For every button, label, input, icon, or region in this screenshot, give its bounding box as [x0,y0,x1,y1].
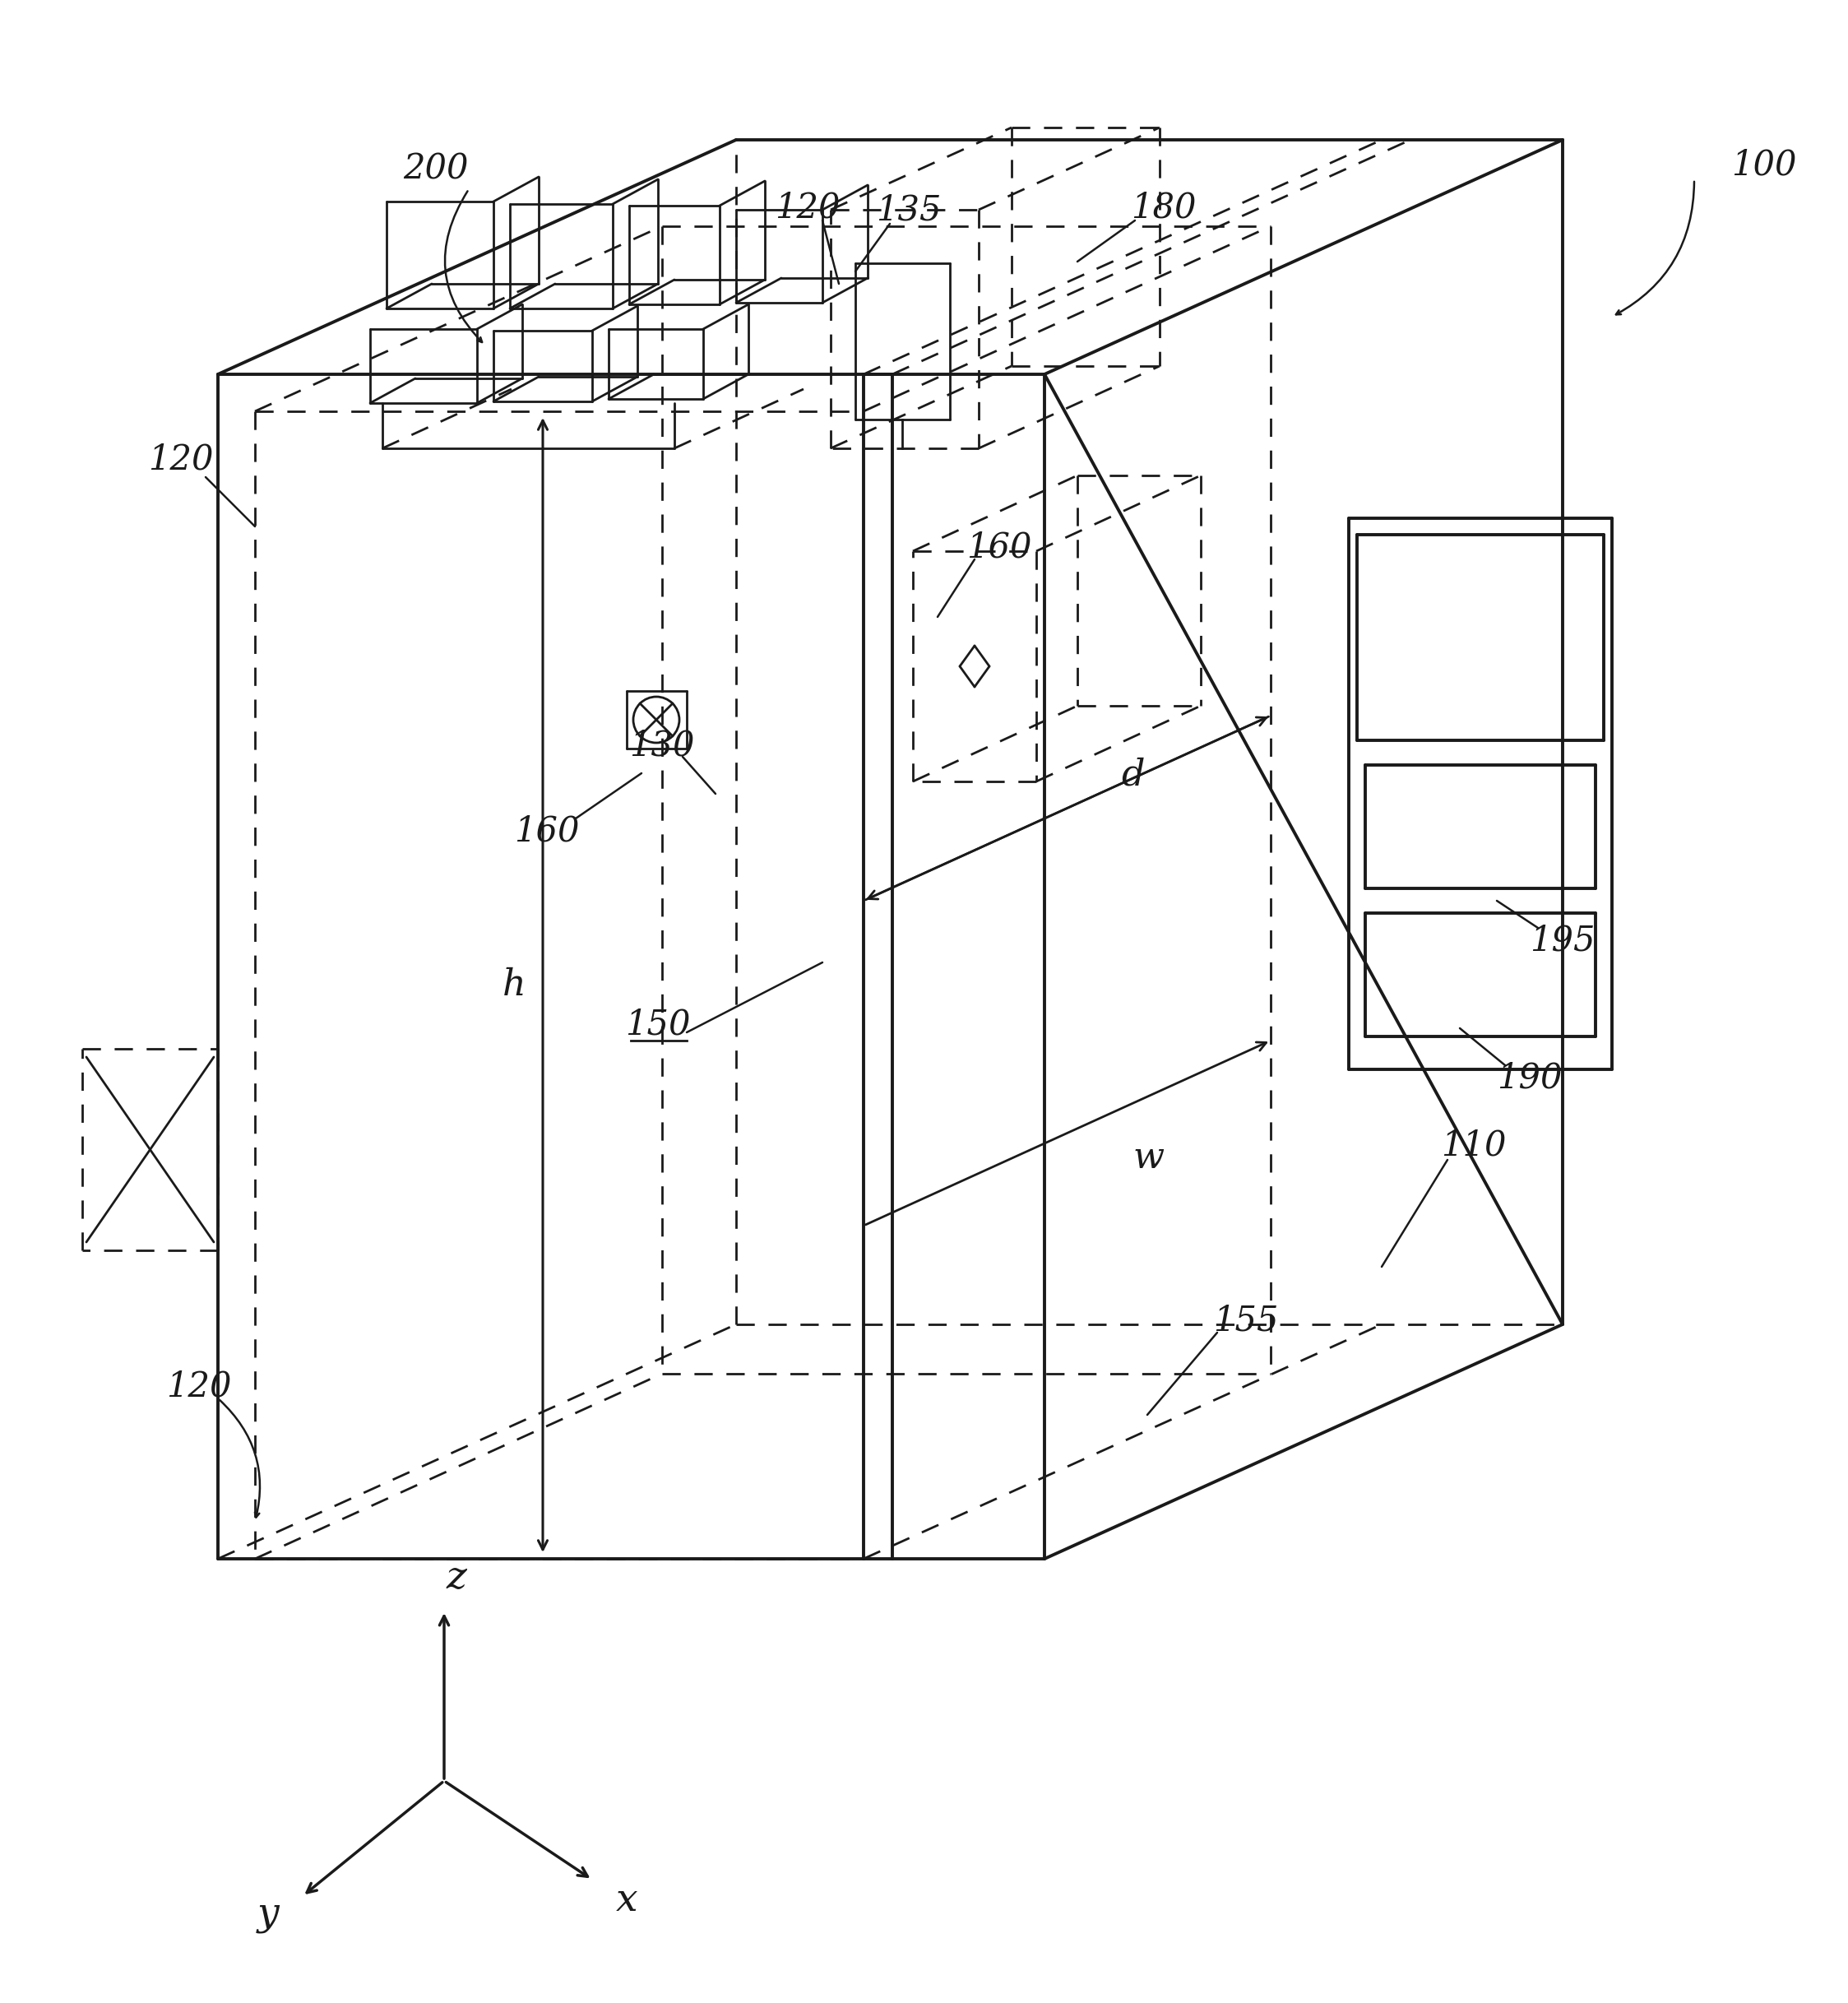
Text: z: z [445,1558,468,1596]
Text: 180: 180 [1131,190,1196,224]
Text: 190: 190 [1497,1060,1562,1096]
Text: 120: 120 [774,190,841,224]
Text: y: y [257,1895,279,1933]
Text: 110: 110 [1441,1128,1506,1162]
Text: 160: 160 [514,813,580,847]
Text: 200: 200 [403,152,469,186]
Text: 195: 195 [1530,923,1595,957]
Text: 160: 160 [967,529,1031,565]
Text: 130: 130 [630,727,695,763]
Text: d: d [1120,757,1144,793]
Text: 100: 100 [1732,148,1796,182]
Text: 120: 120 [148,443,214,477]
Text: w: w [1133,1140,1164,1176]
Text: 150: 150 [625,1008,691,1042]
Text: 135: 135 [876,192,941,226]
Text: 155: 155 [1214,1304,1279,1338]
Text: h: h [503,967,527,1002]
Text: 120: 120 [166,1368,231,1404]
Text: x: x [615,1881,638,1919]
